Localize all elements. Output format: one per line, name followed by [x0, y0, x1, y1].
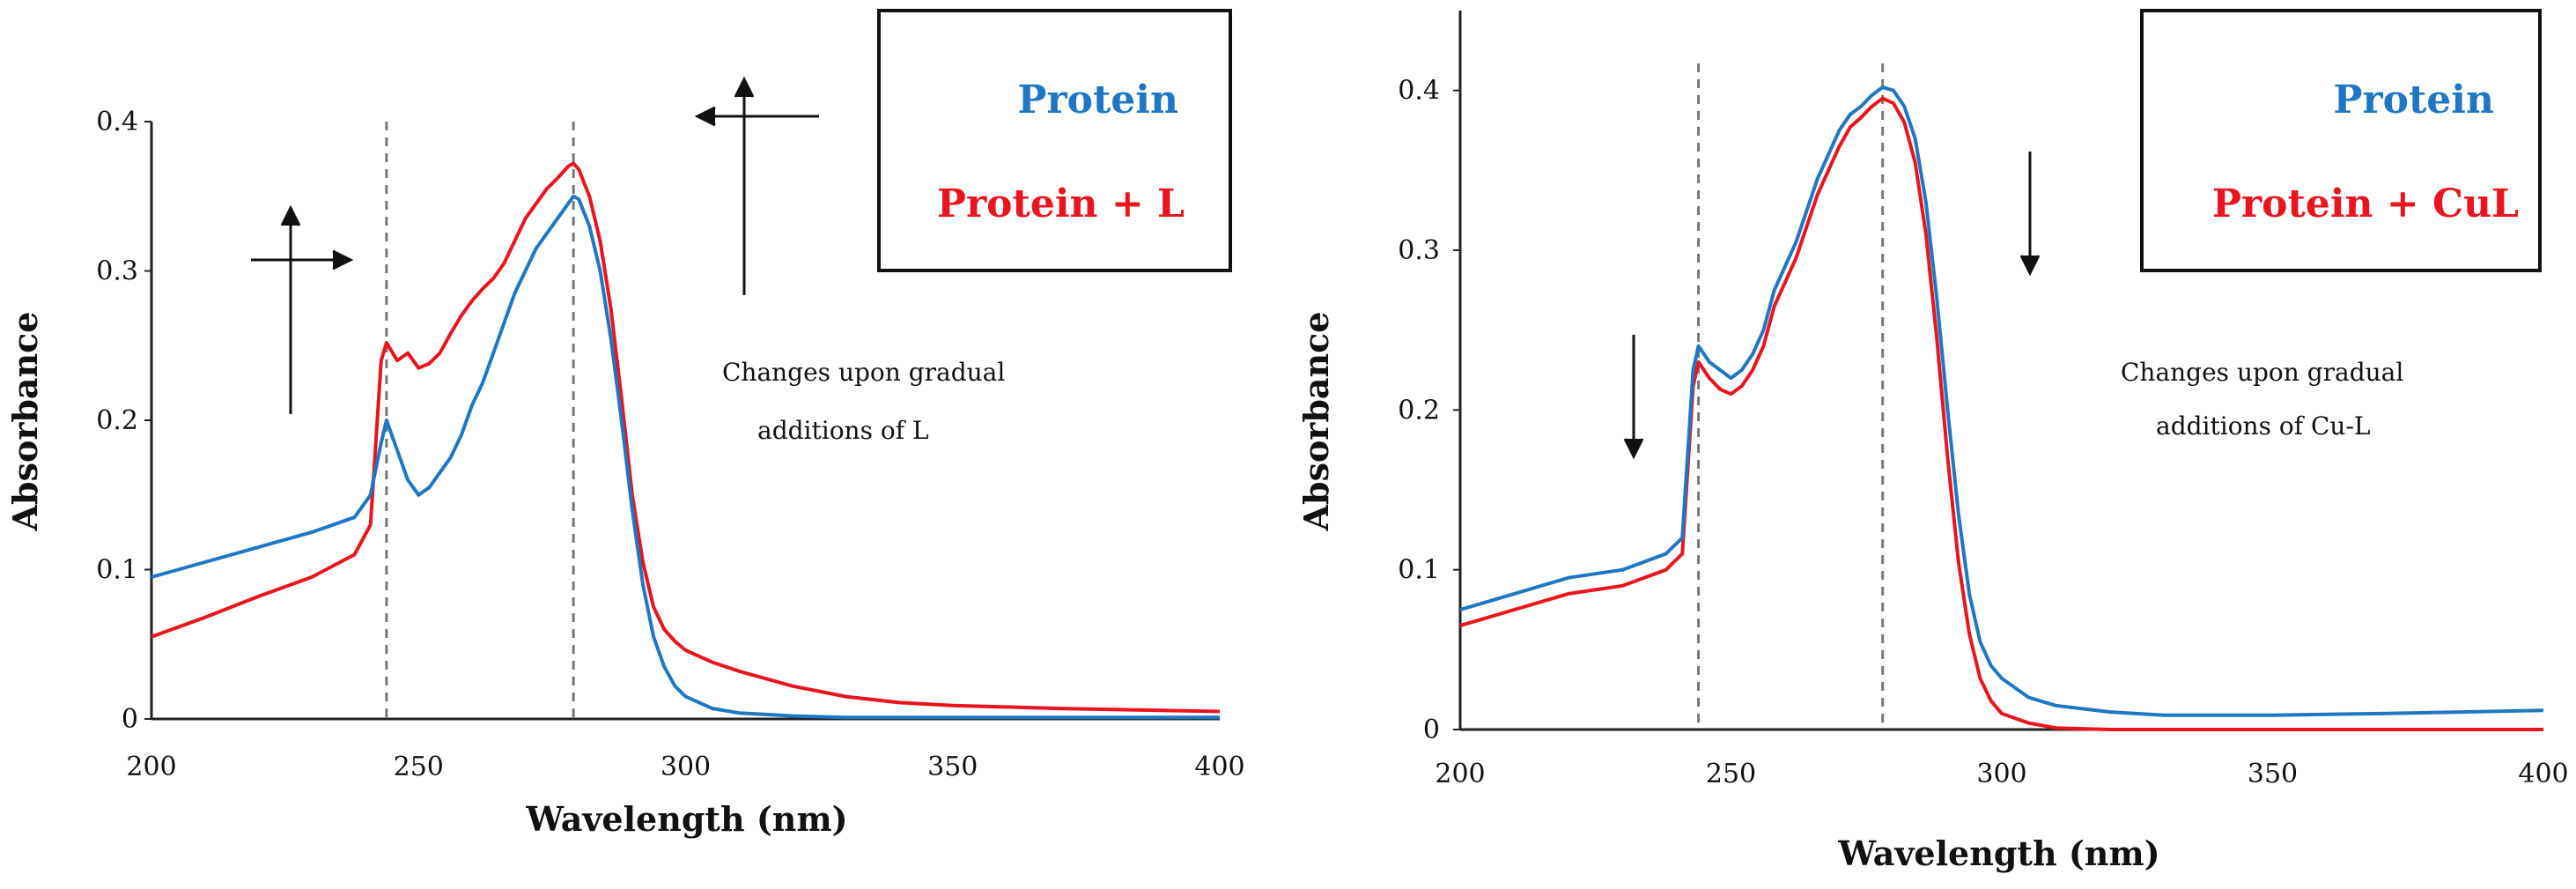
legend-label-protein-left: Protein	[1017, 78, 1178, 122]
y-tick-label-left: 0.4	[96, 107, 138, 137]
x-tick-label-left: 300	[661, 752, 711, 782]
y-axis-title-left: Absorbance	[5, 312, 45, 532]
chart-right: Wavelength (nm) Absorbance Changes upon …	[1296, 9, 2569, 873]
annotation-line1-left: Changes upon gradual	[722, 358, 1005, 387]
legend-label-protein-l-left: Protein + L	[937, 182, 1185, 226]
y-tick-label-left: 0.3	[96, 256, 138, 287]
arrow-down-left-right	[1623, 335, 1644, 460]
arrow-down-right-right	[2019, 152, 2041, 277]
annotation-line2-left: additions of L	[757, 416, 929, 445]
x-tick-label-left: 200	[126, 752, 176, 782]
x-tick-label-right: 400	[2518, 759, 2568, 789]
y-tick-label-right: 0.3	[1398, 235, 1440, 266]
series-line-protein-l-left	[151, 161, 1221, 714]
x-tick-label-right: 250	[1706, 759, 1756, 789]
y-tick-label-right: 0.2	[1398, 395, 1440, 426]
y-tick-label-left: 0	[122, 704, 138, 735]
x-tick-label-right: 350	[2248, 759, 2298, 789]
y-tick-label-right: 0	[1423, 715, 1440, 745]
x-axis-title-left: Wavelength (nm)	[525, 799, 847, 839]
x-tick-label-left: 400	[1194, 752, 1244, 782]
series-line-protein-cul-right	[1459, 96, 2543, 731]
series-line-protein-right	[1459, 85, 2544, 717]
arrow-up-left-left	[694, 76, 819, 295]
x-tick-label-left: 350	[927, 752, 978, 782]
arrow-up-right-left	[251, 204, 354, 414]
y-axis-title-right: Absorbance	[1296, 312, 1336, 532]
x-tick-label-right: 200	[1435, 759, 1485, 789]
x-tick-label-left: 250	[394, 752, 444, 782]
y-tick-label-right: 0.1	[1398, 555, 1440, 586]
x-tick-label-right: 300	[1976, 759, 2026, 789]
legend-box-right	[2140, 9, 2542, 272]
chart-left: Wavelength (nm) Absorbance Changes upon …	[5, 9, 1245, 839]
y-tick-label-right: 0.4	[1398, 76, 1440, 107]
legend-label-protein-right: Protein	[2333, 78, 2494, 122]
x-axis-title-right: Wavelength (nm)	[1837, 833, 2159, 873]
legend-label-protein-cul-right: Protein + CuL	[2212, 182, 2519, 226]
legend-box-left	[877, 9, 1232, 272]
y-tick-label-left: 0.2	[96, 405, 138, 436]
annotation-line2-right: additions of Cu-L	[2156, 411, 2371, 441]
series-line-protein-left	[151, 194, 1220, 720]
y-tick-label-left: 0.1	[96, 555, 138, 586]
annotation-line1-right: Changes upon gradual	[2121, 358, 2403, 387]
